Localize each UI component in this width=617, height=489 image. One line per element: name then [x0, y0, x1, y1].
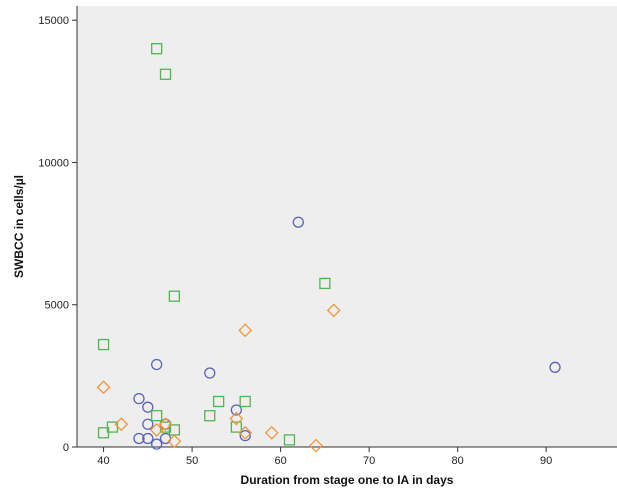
data-point-diamond [326, 303, 341, 318]
data-point-circle [292, 216, 304, 228]
data-point-diamond [309, 438, 323, 453]
x-tick-label: 60 [274, 455, 286, 467]
data-point-square [97, 427, 110, 439]
y-tick-label: 10000 [38, 157, 69, 169]
x-tick-label: 70 [363, 455, 375, 467]
data-point-square [159, 68, 172, 80]
x-tick-label: 80 [452, 455, 464, 467]
data-point-diamond [114, 417, 129, 432]
data-point-circle [133, 432, 145, 445]
data-point-diamond [167, 434, 182, 449]
data-point-diamond [238, 323, 253, 338]
data-point-circle [142, 432, 154, 445]
data-point-diamond [96, 380, 111, 395]
y-tick-label: 0 [63, 442, 69, 454]
x-tick-label: 50 [186, 455, 198, 467]
data-point-square [212, 395, 225, 408]
x-tick-label: 90 [540, 455, 552, 467]
data-point-square [230, 421, 242, 433]
data-point-diamond [149, 423, 164, 437]
data-point-circle [230, 404, 242, 416]
data-point-square [239, 395, 251, 408]
data-points [96, 43, 561, 453]
data-point-circle [142, 418, 154, 430]
data-point-square [97, 338, 110, 351]
data-point-square [151, 43, 163, 55]
y-tick-label: 15000 [38, 15, 69, 27]
data-point-circle [239, 429, 251, 442]
y-tick-label: 5000 [45, 300, 69, 312]
data-point-diamond [229, 411, 244, 426]
x-tick-label: 40 [97, 455, 109, 467]
data-point-diamond [158, 417, 173, 432]
y-axis-title: SWBCC in cells/µl [12, 175, 26, 278]
data-point-circle [151, 358, 163, 371]
x-axis-title: Duration from stage one to IA in days [241, 473, 454, 487]
data-point-diamond [238, 425, 253, 440]
data-point-square [283, 434, 296, 446]
data-point-circle [151, 438, 163, 450]
axes: 40 50 60 70 80 90 0 5000 10000 15000 [38, 6, 617, 467]
plot-background [77, 6, 617, 447]
data-point-circle [142, 401, 154, 413]
data-point-circle [133, 392, 145, 405]
data-point-circle [549, 361, 561, 373]
data-point-square [204, 410, 216, 422]
data-point-circle [204, 367, 216, 379]
data-point-square [168, 290, 181, 302]
data-point-diamond [264, 425, 279, 440]
data-point-square [151, 410, 163, 422]
data-point-square [319, 277, 331, 290]
